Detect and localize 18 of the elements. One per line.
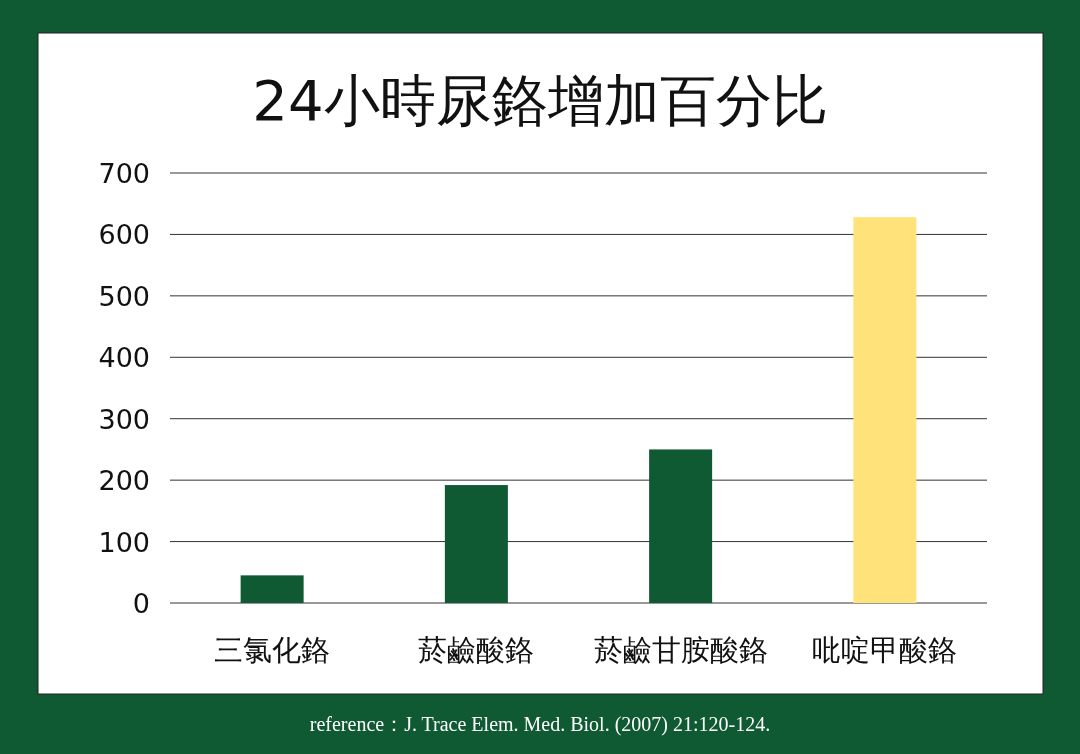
y-tick-label: 300: [98, 403, 150, 435]
y-tick-label: 0: [132, 588, 150, 619]
x-tick-label: 菸鹼甘胺酸鉻: [593, 633, 768, 667]
y-tick-label: 700: [98, 158, 150, 189]
y-tick-label: 100: [98, 526, 150, 558]
bar: [649, 449, 713, 603]
y-tick-label: 400: [98, 342, 150, 374]
y-tick-label: 200: [98, 465, 150, 497]
x-tick-label: 三氯化鉻: [214, 633, 331, 667]
bar: [853, 217, 917, 603]
chart-title: 24小時尿鉻增加百分比: [252, 68, 828, 133]
y-tick-label: 500: [98, 280, 150, 312]
x-tick-label: 吡啶甲酸鉻: [812, 633, 958, 667]
bar: [444, 485, 508, 603]
bar: [240, 575, 304, 603]
y-tick-label: 600: [98, 219, 150, 251]
text: reference：J. Trace Elem. Med. Biol. (2007) 21:120-124.: [309, 713, 771, 736]
x-tick-label: 菸鹼酸鉻: [418, 633, 535, 667]
